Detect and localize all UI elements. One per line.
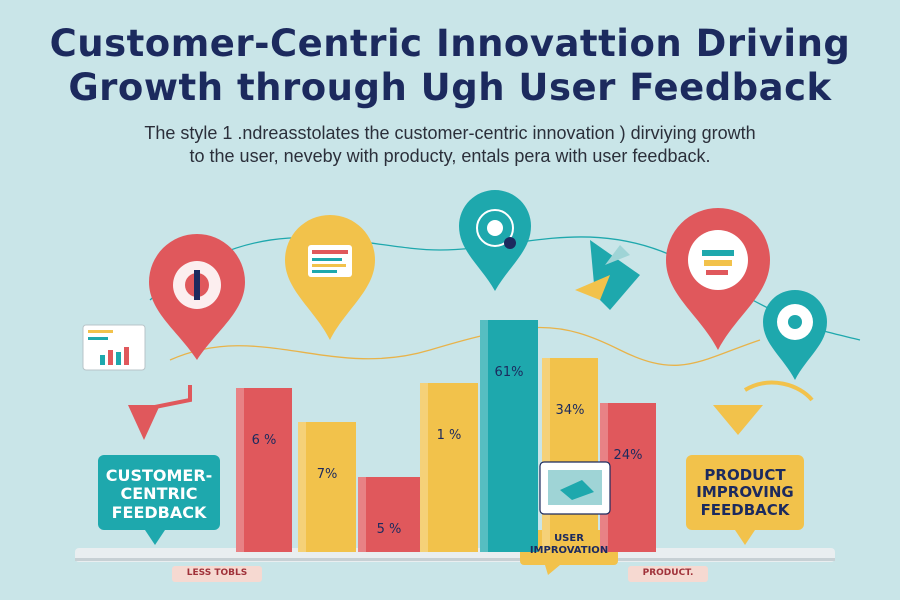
dashboard-icon: [285, 215, 375, 340]
bar-highlight-1: [236, 388, 244, 552]
customer-feedback-callout: [98, 455, 220, 545]
bottom-tag-right: PRODUCT.: [642, 568, 694, 578]
bar-4: [420, 383, 478, 552]
idea-icon: [149, 234, 245, 360]
bar-highlight-5: [480, 320, 488, 552]
product-feedback-text: PRODUCT IMPROVING FEEDBACK: [696, 466, 794, 519]
bar-3: [358, 477, 420, 552]
base-floor-shadow: [75, 558, 835, 561]
subtitle-line-2: to the user, neveby with producty, ental…: [189, 146, 711, 166]
bar-6: [542, 358, 598, 552]
bottom-tag-right-bg: [628, 566, 708, 582]
bar-highlight-4: [420, 383, 428, 552]
product-feedback-callout: [686, 455, 804, 545]
target-icon: [459, 190, 531, 291]
rocket-icon: [575, 240, 640, 310]
bar-label-4: 1 %: [436, 428, 462, 443]
bar-5: [480, 320, 538, 552]
subtitle-line-1: The style 1 .ndreasstolates the customer…: [144, 123, 756, 143]
bottom-tag-left-bg: [172, 566, 262, 582]
arrow-head-right: [713, 405, 763, 435]
bar-2: [298, 422, 356, 552]
bar-label-2: 7%: [316, 467, 338, 482]
bottom-tag-left: LESS TOBLS: [186, 568, 248, 578]
bar-label-6: 34%: [555, 403, 585, 418]
title-line-1: Customer-Centric Innovattion Driving: [49, 22, 851, 65]
chat-icon: [666, 208, 770, 350]
arrow-head-left: [128, 405, 160, 440]
connector-line-2: [169, 326, 761, 366]
bar-label-5: 61%: [494, 365, 524, 380]
bar-label-1: 6 %: [251, 433, 277, 448]
customer-feedback-text: CUSTOMER- CENTRIC FEEDBACK: [105, 466, 213, 522]
tablet-illustration: [539, 461, 611, 515]
mini-chart-icon: [82, 324, 146, 371]
user-improvation-text: USER IMPROVATION: [529, 533, 609, 556]
title-line-2: Growth through Ugh User Feedback: [68, 66, 832, 109]
bar-highlight-2: [298, 422, 306, 552]
bar-1: [236, 388, 292, 552]
bar-label-3: 5 %: [376, 522, 402, 537]
bar-label-7: 24%: [613, 448, 643, 463]
gear-icon: [763, 290, 827, 380]
arrow-right: [743, 380, 814, 402]
bar-highlight-6: [542, 358, 550, 552]
bar-highlight-3: [358, 477, 366, 552]
